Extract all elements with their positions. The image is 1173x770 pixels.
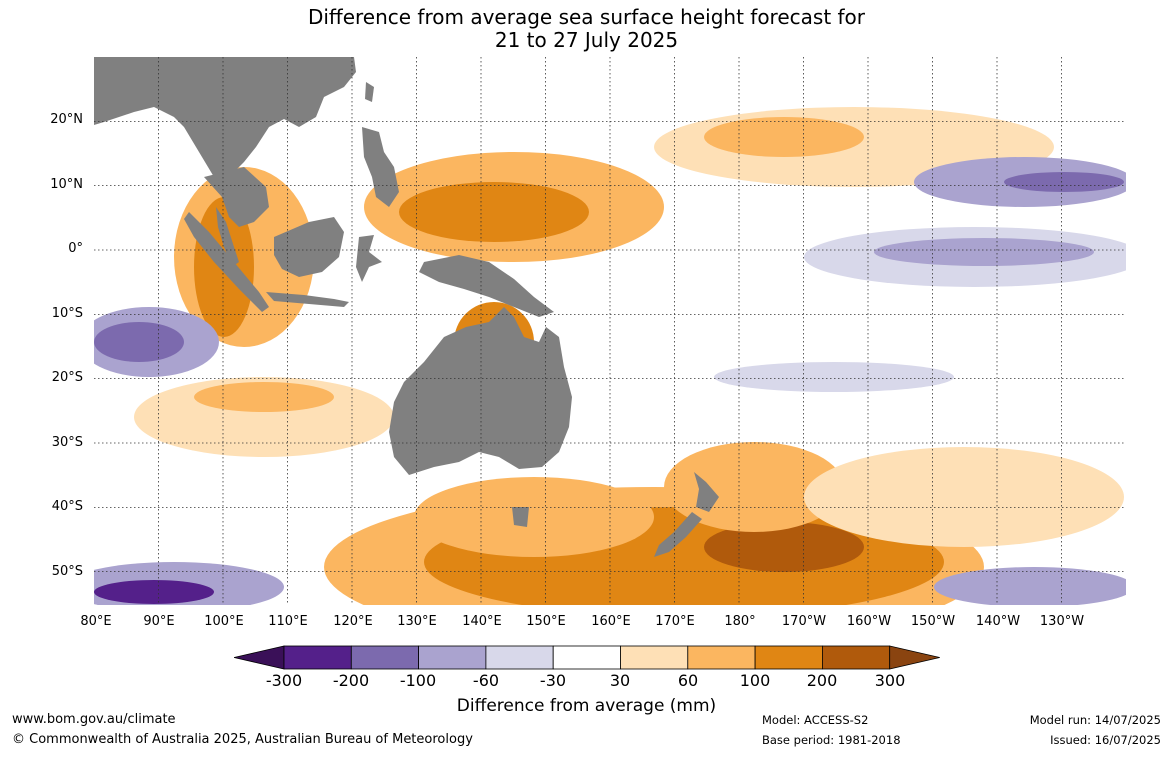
- negative-anomaly-regions: [94, 157, 1126, 605]
- philippines: [362, 127, 399, 207]
- lat-label-30s: 30°S: [51, 435, 83, 450]
- java: [266, 292, 349, 307]
- colorbar-tick-200: 200: [806, 671, 838, 690]
- indochina-land: [204, 167, 269, 227]
- anomaly-philippine-sea: [399, 182, 589, 242]
- lon-label-150w: 150°W: [910, 614, 956, 629]
- new-zealand-north: [694, 472, 719, 512]
- tasmania: [512, 507, 529, 527]
- anomaly-indian-ocean-core: [194, 382, 334, 412]
- land: [94, 57, 719, 557]
- lat-label-50s: 50°S: [51, 564, 83, 579]
- lon-label-170e: 170°E: [655, 614, 695, 629]
- colorbar-tick-100: 100: [739, 671, 771, 690]
- model-name: Model: ACCESS-S2: [762, 713, 869, 727]
- lon-label-180: 180°: [724, 614, 756, 629]
- asia-land: [94, 57, 356, 177]
- colorbar-bin-6: [620, 645, 689, 670]
- colorbar-tick-neg200: -200: [332, 671, 370, 690]
- lon-label-150e: 150°E: [526, 614, 566, 629]
- lon-label-170w: 170°W: [781, 614, 827, 629]
- lat-label-10n: 10°N: [50, 177, 83, 192]
- anomaly-south-of-nz: [704, 522, 864, 572]
- colorbar-bin-4: [485, 645, 554, 670]
- sulawesi: [356, 235, 382, 282]
- colorbar-under-arrow: [234, 645, 285, 670]
- lon-label-90e: 90°E: [143, 614, 175, 629]
- lon-label-100e: 100°E: [204, 614, 244, 629]
- lon-label-130e: 130°E: [397, 614, 437, 629]
- base-period: Base period: 1981-2018: [762, 733, 901, 747]
- lon-label-110e: 110°E: [268, 614, 308, 629]
- anomaly-south-pacific-east: [934, 567, 1126, 605]
- lon-label-140e: 140°E: [462, 614, 502, 629]
- model-run-date: Model run: 14/07/2025: [1029, 713, 1161, 727]
- lat-label-0: 0°: [68, 241, 83, 256]
- issued-date: Issued: 16/07/2025: [1050, 733, 1161, 747]
- sumatra: [184, 212, 269, 312]
- colorbar-bin-9: [822, 645, 891, 670]
- anomaly-northeast-pacific-core: [1004, 172, 1124, 192]
- graticule: [94, 57, 1126, 605]
- lon-label-130w: 130°W: [1039, 614, 1085, 629]
- new-zealand-south: [654, 512, 702, 557]
- australia: [389, 307, 572, 475]
- colorbar-tick-neg60: -60: [472, 671, 500, 690]
- colorbar-tick-300: 300: [874, 671, 906, 690]
- lon-label-160e: 160°E: [591, 614, 631, 629]
- colorbar-title: Difference from average (mm): [456, 696, 717, 716]
- colorbar-bin-1: [283, 645, 352, 670]
- colorbar-over-arrow: [889, 645, 940, 670]
- colorbar: [234, 645, 940, 670]
- lon-label-140w: 140°W: [975, 614, 1021, 629]
- lon-label-120e: 120°E: [333, 614, 373, 629]
- lat-label-20s: 20°S: [51, 370, 83, 385]
- new-guinea: [419, 255, 554, 317]
- colorbar-tick-60: 60: [677, 671, 699, 690]
- website-link[interactable]: www.bom.gov.au/climate: [12, 712, 176, 727]
- anomaly-north-pacific-core: [704, 117, 864, 157]
- anomaly-equatorial-pacific-core: [874, 238, 1094, 266]
- lon-label-80e: 80°E: [80, 614, 112, 629]
- anomaly-southern-indian-core: [94, 580, 214, 604]
- lat-label-20n: 20°N: [50, 112, 83, 127]
- colorbar-tick-neg30: -30: [539, 671, 567, 690]
- colorbar-bin-7: [687, 645, 756, 670]
- taiwan: [365, 82, 374, 102]
- colorbar-tick-30: 30: [609, 671, 631, 690]
- sea-surface-height-map: [94, 57, 1126, 605]
- positive-anomaly-regions: [134, 107, 1124, 605]
- anomaly-south-australia: [414, 477, 654, 557]
- map-title-line-2: 21 to 27 July 2025: [494, 28, 679, 52]
- anomaly-south-pacific: [804, 447, 1124, 547]
- copyright-text: © Commonwealth of Australia 2025, Austra…: [12, 732, 473, 747]
- colorbar-tick-neg300: -300: [265, 671, 303, 690]
- borneo: [274, 217, 344, 277]
- colorbar-bin-8: [754, 645, 823, 670]
- colorbar-bin-2: [350, 645, 420, 670]
- colorbar-bin-3: [418, 645, 487, 670]
- anomaly-central-pacific: [714, 362, 954, 392]
- lon-label-160w: 160°W: [846, 614, 892, 629]
- lat-label-40s: 40°S: [51, 499, 83, 514]
- map-title-line-1: Difference from average sea surface heig…: [307, 5, 866, 29]
- anomaly-indian-ocean-west-core: [94, 322, 184, 362]
- colorbar-bin-5: [552, 645, 621, 670]
- colorbar-tick-neg100: -100: [399, 671, 437, 690]
- lat-label-10s: 10°S: [51, 306, 83, 321]
- malay-peninsula: [216, 207, 239, 267]
